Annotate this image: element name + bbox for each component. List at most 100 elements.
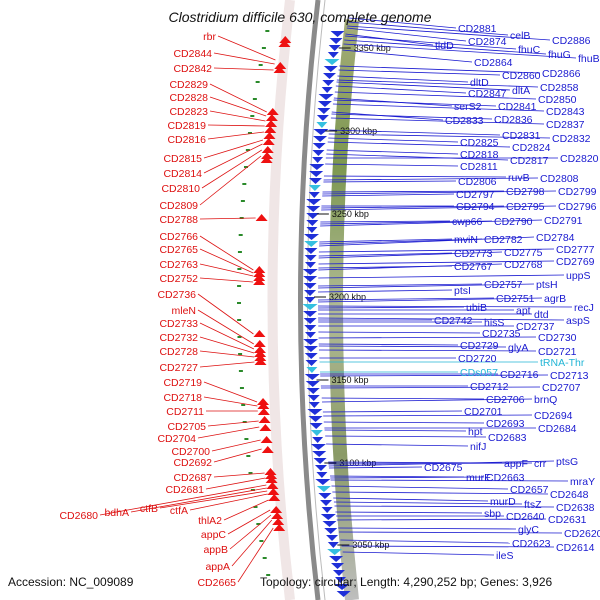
leader-line [322,190,505,193]
forward-gene-marker [307,395,320,401]
gene-label-forward: CD2773 [454,248,493,260]
gene-label-forward: CD2707 [542,382,581,394]
gene-label-forward: CDs057 [460,367,498,379]
leader-line [199,322,255,350]
gene-label-forward: fhuG [548,49,571,61]
leader-line [336,518,547,521]
leader-line [203,139,264,159]
gene-label-reverse: ctfB [140,503,158,515]
forward-gene-marker [304,353,318,359]
gene-label-forward: CD2735 [482,328,521,340]
forward-gene-marker [332,570,345,576]
forward-gene-marker [327,549,343,555]
leader-line [337,75,469,83]
gene-label-forward: murD [490,496,516,508]
gene-label-reverse: CD2705 [167,421,206,433]
leader-line [318,283,535,289]
forward-gene-marker [324,528,338,534]
leader-line [199,277,254,283]
gene-label-forward: ptsG [556,456,578,468]
leader-line [330,479,569,482]
leader-line [323,421,485,424]
forward-gene-marker [329,556,344,562]
gene-label-forward: glyC [518,524,539,536]
gene-label-reverse: CD2842 [173,63,212,75]
gene-label-reverse: CD2815 [163,153,202,165]
forward-gene-marker [304,241,319,247]
leader-line [130,487,267,513]
scale-tick-label: 3050 kbp [352,540,389,550]
reverse-gene-marker [260,436,273,443]
reverse-gene-marker [264,468,277,475]
leader-line [318,274,565,279]
gene-label-reverse: CD2765 [159,244,198,256]
gene-label-forward: mraY [570,476,595,488]
gene-label-forward: CD2657 [510,484,549,496]
reverse-gene-marker [253,274,266,281]
leader-line [318,306,465,309]
leader-line [333,501,523,505]
forward-gene-marker [304,248,318,254]
gene-label-forward: CD2850 [538,94,577,106]
misc-feature-marker [265,30,270,32]
forward-gene-marker [306,388,320,394]
forward-gene-marker [304,332,316,338]
misc-feature-marker [246,455,251,457]
reverse-strand-genes [237,30,292,576]
gene-label-forward: CD2841 [498,101,537,113]
leader-line [326,443,469,447]
gene-label-forward: CD2825 [460,137,499,149]
forward-gene-marker [312,150,325,156]
leader-line [328,133,551,139]
reverse-gene-marker [257,408,270,415]
reverse-gene-marker [266,108,279,115]
gene-label-forward: CD2860 [502,70,541,82]
leader-line [205,477,266,490]
forward-gene-marker [320,500,333,506]
forward-gene-marker [304,297,316,303]
leader-line [317,297,495,301]
gene-label-forward: CD2683 [488,432,527,444]
reverse-gene-marker [261,446,274,453]
gene-label-forward: tldD [435,40,454,52]
leader-line [329,129,501,136]
leader-line [331,113,493,120]
leader-line [338,531,563,534]
forward-gene-marker [316,472,328,478]
gene-label-forward: CD2782 [484,234,523,246]
gene-label-forward: fhuB [578,53,600,65]
forward-gene-marker [324,59,340,65]
leader-line [318,345,507,348]
gene-label-forward: CD2675 [424,462,463,474]
misc-feature-marker [241,404,246,406]
reverse-gene-marker [265,472,278,479]
leader-line [317,297,543,303]
forward-gene-marker [329,38,343,44]
forward-gene-marker [321,87,333,93]
leader-line [318,248,555,253]
forward-gene-marker [316,486,331,492]
reverse-gene-marker [265,114,278,121]
gene-label-reverse: CD2680 [59,510,98,522]
gene-label-forward: CD2721 [538,346,577,358]
gene-label-forward: CD2881 [458,23,497,35]
leader-line [342,49,473,63]
forward-gene-marker [312,157,324,163]
misc-feature-marker [244,438,249,440]
misc-feature-marker [238,353,243,355]
accession-text: Accession: NC_009089 [8,575,134,589]
leader-line [199,263,254,277]
gene-label-reverse: CD2733 [159,318,198,330]
leader-line [209,83,267,113]
gene-label-reverse: CD2752 [159,273,198,285]
leader-line [328,466,423,469]
gene-label-reverse: rbr [203,31,216,43]
leader-line [318,252,453,257]
gene-label-forward: CD2737 [516,321,555,333]
forward-gene-marker [320,514,336,520]
forward-gene-marker [317,108,331,114]
reverse-gene-marker [254,358,267,365]
forward-gene-marker [304,325,317,331]
leader-line [319,238,453,243]
